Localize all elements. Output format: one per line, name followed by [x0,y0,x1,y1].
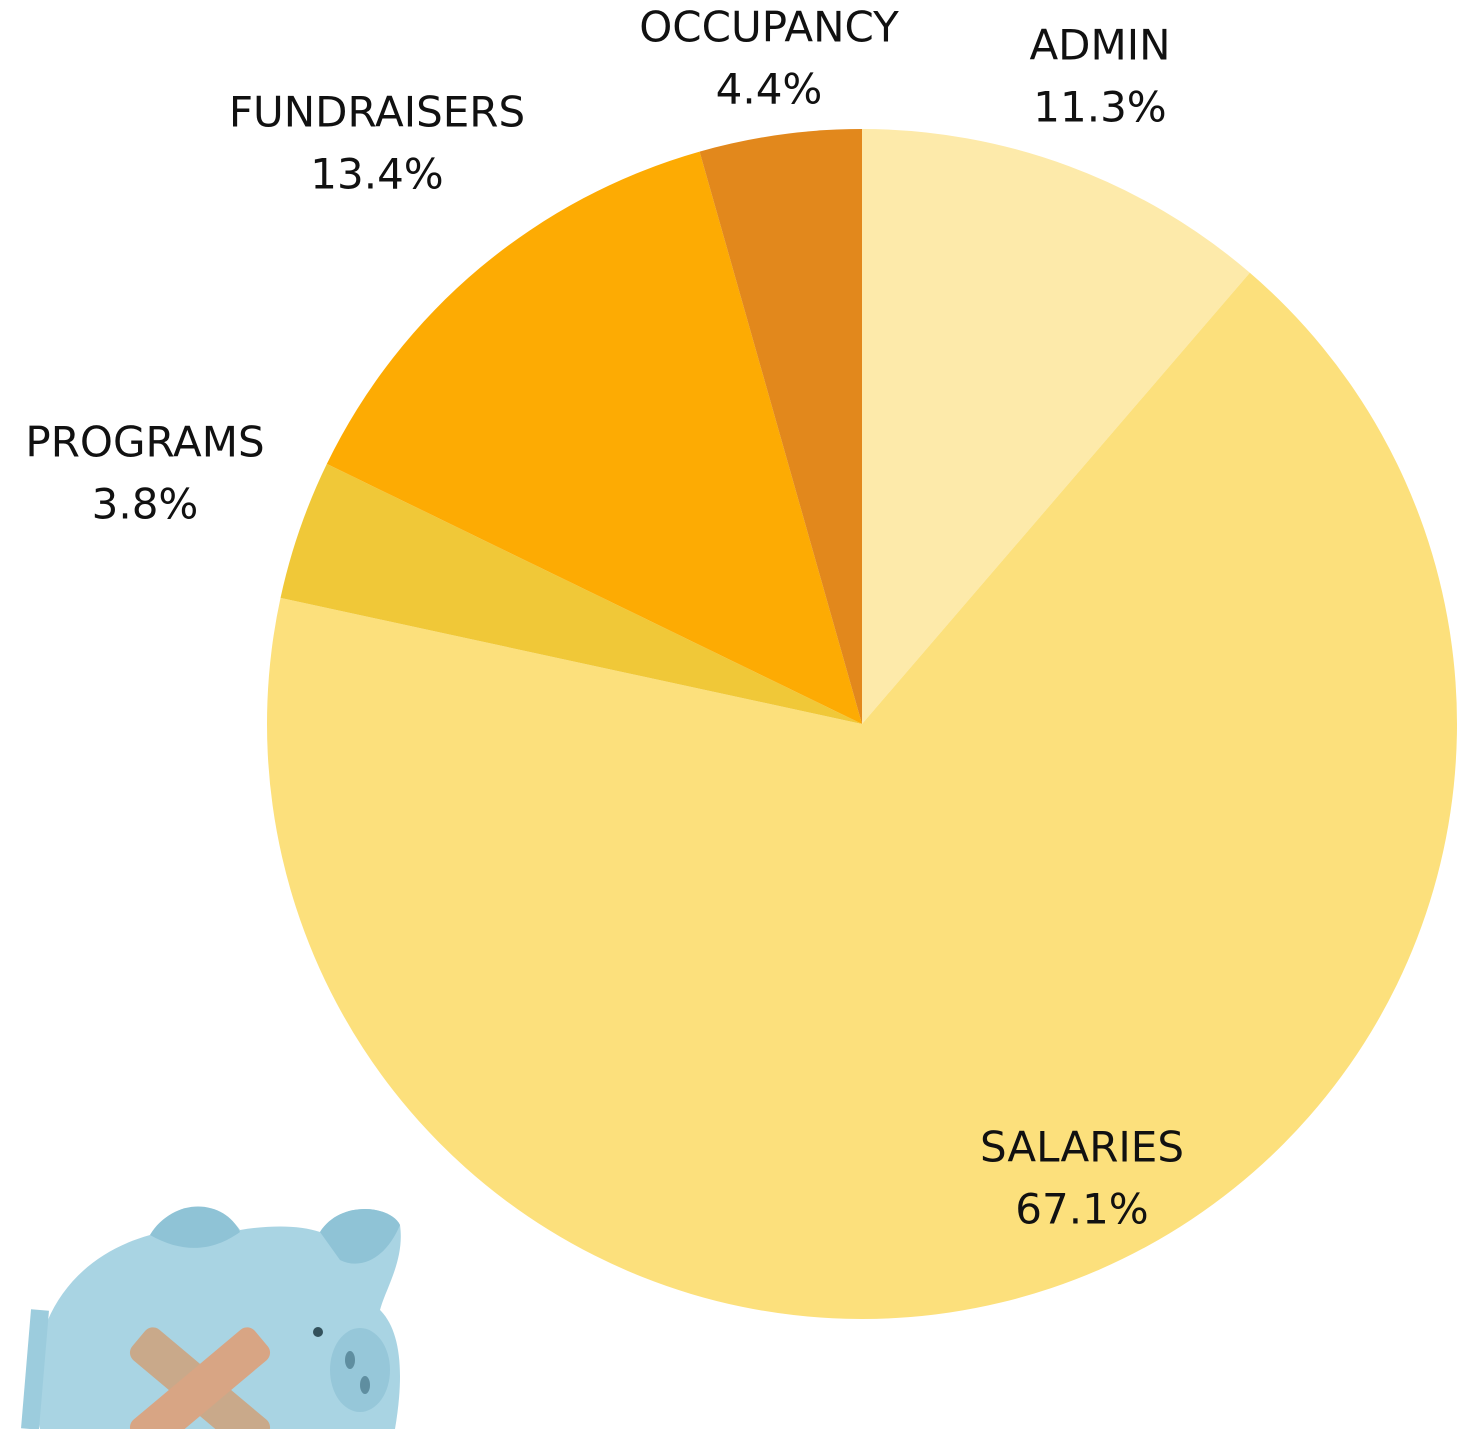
slice-value-label: 3.8% [92,480,199,529]
slice-value-label: 11.3% [1033,83,1166,132]
piggy-bank-illustration [30,1206,401,1429]
slice-value-label: 4.4% [716,65,823,114]
slice-label: SALARIES [980,1123,1184,1172]
slice-label: OCCUPANCY [639,3,899,52]
slice-value-label: 67.1% [1015,1185,1148,1234]
slice-label: PROGRAMS [25,418,264,467]
chart: ADMIN 11.3% SALARIES 67.1% PROGRAMS 3.8% FUNDR… [0,0,1470,1429]
slice-value-label: 13.4% [310,150,443,199]
slice-label: ADMIN [1029,21,1170,70]
slice-label: FUNDRAISERS [229,88,525,137]
